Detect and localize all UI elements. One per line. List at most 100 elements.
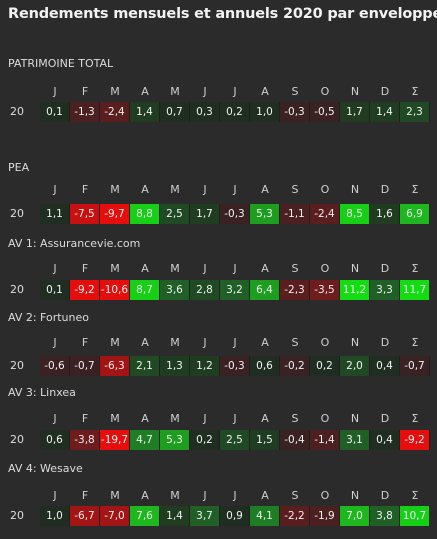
value-cell: 1,4 — [160, 506, 190, 526]
value-cell: -9,2 — [70, 280, 100, 300]
month-header: J — [203, 336, 207, 349]
month-header: O — [320, 262, 330, 275]
month-header: J — [53, 489, 57, 502]
value-cell: -9,7 — [100, 204, 130, 224]
month-header: D — [380, 85, 390, 98]
month-header: O — [320, 489, 330, 502]
month-header: A — [261, 262, 269, 275]
month-header: J — [203, 262, 207, 275]
month-header: S — [291, 85, 299, 98]
value-cell: 8,8 — [130, 204, 160, 224]
month-header: M — [110, 412, 120, 425]
section-label: PATRIMOINE TOTAL — [8, 57, 114, 70]
value-cell: -0,3 — [280, 102, 310, 122]
month-header: A — [261, 336, 269, 349]
month-header: A — [261, 489, 269, 502]
value-cell: 3,7 — [190, 506, 220, 526]
month-header: A — [141, 412, 149, 425]
value-cell: 1,4 — [370, 102, 400, 122]
month-header: Σ — [411, 85, 419, 98]
page-title: Rendements mensuels et annuels 2020 par … — [8, 6, 437, 22]
month-header: F — [81, 412, 89, 425]
value-cell: 0,7 — [160, 102, 190, 122]
year-label: 20 — [10, 433, 24, 446]
year-label: 20 — [10, 105, 24, 118]
value-cell: 2,8 — [190, 280, 220, 300]
value-cell: 6,9 — [400, 204, 430, 224]
value-cell: 0,9 — [220, 506, 250, 526]
value-cell: -3,5 — [310, 280, 340, 300]
value-cell: 0,6 — [40, 430, 70, 450]
value-cell: -0,6 — [40, 356, 70, 376]
value-cell: -6,3 — [100, 356, 130, 376]
month-header: M — [170, 183, 180, 196]
month-header: N — [350, 489, 360, 502]
month-header: N — [350, 336, 360, 349]
value-cell: 4,7 — [130, 430, 160, 450]
value-cell: 0,1 — [40, 280, 70, 300]
value-row: -0,6 -0,7 -6,3 2,1 1,3 1,2 -0,3 0,6 -0,2 0,2 2,0 0,… — [40, 356, 430, 376]
value-cell: -19,7 — [100, 430, 130, 450]
month-header: S — [291, 489, 299, 502]
month-header: M — [170, 85, 180, 98]
value-cell: -1,4 — [310, 430, 340, 450]
month-header: F — [81, 489, 89, 502]
value-cell: -9,2 — [400, 430, 430, 450]
month-header: D — [380, 489, 390, 502]
month-header: A — [261, 183, 269, 196]
value-cell: 1,2 — [190, 356, 220, 376]
section-label: AV 3: Linxea — [8, 386, 76, 399]
value-cell: 1,0 — [250, 102, 280, 122]
month-header: J — [203, 489, 207, 502]
month-header: J — [53, 183, 57, 196]
value-cell: -2,3 — [280, 280, 310, 300]
month-header: D — [380, 262, 390, 275]
month-header: A — [261, 85, 269, 98]
value-cell: 1,7 — [190, 204, 220, 224]
value-cell: 7,6 — [130, 506, 160, 526]
value-cell: -10,6 — [100, 280, 130, 300]
value-row: 0,6 -3,8 -19,7 4,7 5,3 0,2 2,5 1,5 -0,4 -1,4 3,1 0,… — [40, 430, 430, 450]
section-label: PEA — [8, 161, 30, 174]
month-header: O — [320, 336, 330, 349]
section-label: AV 2: Fortuneo — [8, 311, 89, 324]
year-label: 20 — [10, 207, 24, 220]
value-cell: 0,2 — [310, 356, 340, 376]
value-cell: 0,1 — [40, 102, 70, 122]
month-header: M — [110, 85, 120, 98]
value-cell: 3,3 — [370, 280, 400, 300]
value-cell: -0,5 — [310, 102, 340, 122]
value-cell: 2,5 — [160, 204, 190, 224]
month-header: M — [170, 489, 180, 502]
value-cell: 1,3 — [160, 356, 190, 376]
month-header: J — [233, 183, 237, 196]
value-cell: -2,2 — [280, 506, 310, 526]
value-cell: -0,3 — [220, 204, 250, 224]
month-header: Σ — [411, 489, 419, 502]
month-header: F — [81, 85, 89, 98]
value-cell: 8,5 — [340, 204, 370, 224]
month-header: Σ — [411, 262, 419, 275]
year-label: 20 — [10, 283, 24, 296]
month-header: J — [233, 85, 237, 98]
value-cell: -2,4 — [310, 204, 340, 224]
value-row: 1,0 -6,7 -7,0 7,6 1,4 3,7 0,9 4,1 -2,2 -1,9 7,0 3,8… — [40, 506, 430, 526]
value-cell: 8,7 — [130, 280, 160, 300]
month-header: J — [233, 489, 237, 502]
month-header: A — [141, 262, 149, 275]
month-header: J — [233, 336, 237, 349]
value-cell: 2,0 — [340, 356, 370, 376]
value-cell: 2,5 — [220, 430, 250, 450]
month-header: D — [380, 336, 390, 349]
value-cell: 11,7 — [400, 280, 430, 300]
month-header: J — [203, 85, 207, 98]
month-header: J — [53, 262, 57, 275]
value-cell: 2,3 — [400, 102, 430, 122]
month-header: A — [261, 412, 269, 425]
value-cell: -7,0 — [100, 506, 130, 526]
value-cell: 0,2 — [190, 430, 220, 450]
